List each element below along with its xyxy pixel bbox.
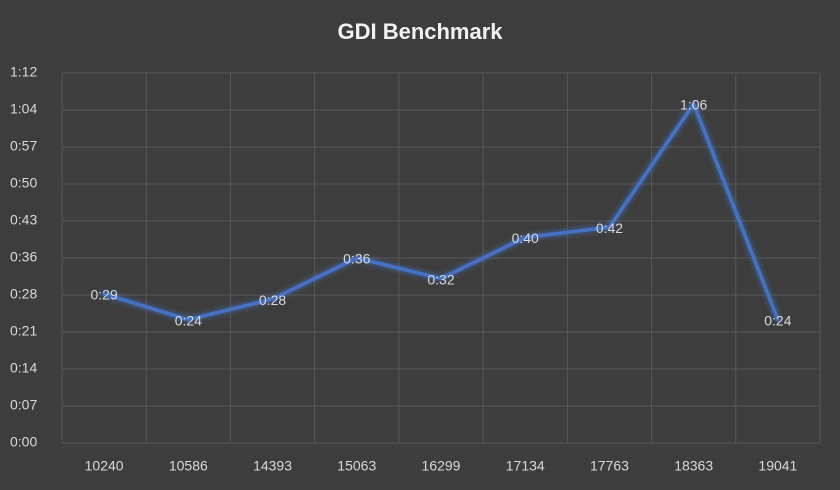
- data-label: 1:06: [680, 97, 707, 113]
- x-tick-label: 14393: [253, 458, 292, 474]
- data-label: 0:36: [343, 251, 370, 267]
- data-label: 0:29: [90, 287, 117, 303]
- y-tick-label: 1:12: [10, 64, 37, 80]
- data-label: 0:40: [512, 230, 539, 246]
- x-tick-label: 15063: [337, 458, 376, 474]
- x-tick-label: 10240: [85, 458, 124, 474]
- y-tick-label: 0:36: [10, 249, 37, 265]
- y-tick-label: 1:04: [10, 101, 37, 117]
- data-label: 0:42: [596, 220, 623, 236]
- y-tick-label: 0:14: [10, 360, 37, 376]
- x-tick-label: 17763: [590, 458, 629, 474]
- data-label: 0:32: [427, 271, 454, 287]
- data-label: 0:24: [764, 312, 791, 328]
- x-tick-label: 19041: [758, 458, 797, 474]
- x-tick-label: 16299: [422, 458, 461, 474]
- y-tick-label: 0:21: [10, 323, 37, 339]
- data-label: 0:24: [175, 312, 202, 328]
- x-tick-label: 10586: [169, 458, 208, 474]
- chart-title: GDI Benchmark: [337, 19, 503, 44]
- x-tick-label: 18363: [674, 458, 713, 474]
- y-tick-label: 0:57: [10, 138, 37, 154]
- y-tick-label: 0:50: [10, 175, 37, 191]
- data-label: 0:28: [259, 292, 286, 308]
- y-tick-label: 0:28: [10, 286, 37, 302]
- x-tick-label: 17134: [506, 458, 545, 474]
- y-tick-label: 0:43: [10, 212, 37, 228]
- line: [102, 102, 780, 322]
- y-tick-label: 0:07: [10, 397, 37, 413]
- y-tick-label: 0:00: [10, 434, 37, 450]
